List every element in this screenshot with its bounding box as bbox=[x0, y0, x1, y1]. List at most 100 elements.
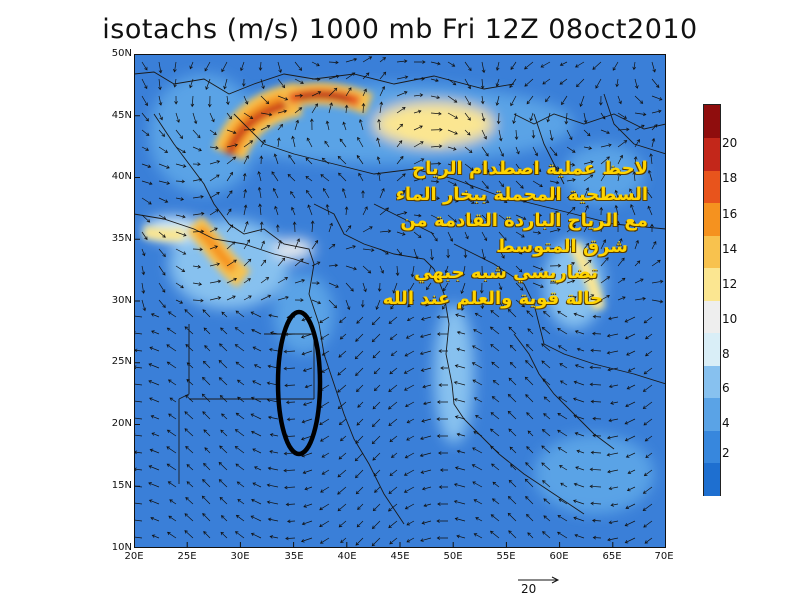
wind-arrow bbox=[627, 469, 636, 474]
colorbar-segment bbox=[704, 267, 720, 301]
wind-arrow bbox=[524, 478, 534, 488]
wind-arrow bbox=[408, 282, 415, 293]
wind-arrow bbox=[583, 129, 591, 137]
wind-arrow bbox=[447, 214, 457, 223]
wind-arrow bbox=[498, 163, 505, 172]
wind-arrow bbox=[579, 95, 585, 107]
wind-arrow bbox=[473, 397, 483, 403]
colorbar-label: 14 bbox=[722, 242, 738, 256]
wind-arrow bbox=[541, 343, 551, 352]
wind-arrow bbox=[439, 468, 448, 472]
wind-arrow bbox=[583, 277, 594, 284]
wind-arrow bbox=[583, 242, 590, 250]
wind-arrow bbox=[277, 257, 286, 267]
wind-arrow bbox=[542, 531, 551, 539]
wind-arrow bbox=[430, 179, 440, 184]
wind-arrow bbox=[294, 61, 303, 71]
wind-arrow bbox=[617, 112, 627, 119]
wind-arrow bbox=[134, 399, 143, 403]
wind-arrow bbox=[340, 537, 347, 544]
lat-tick-label: 10N bbox=[111, 542, 132, 553]
wind-arrow bbox=[218, 359, 228, 369]
wind-arrow bbox=[302, 401, 313, 406]
wind-arrow bbox=[221, 413, 228, 420]
wind-arrow bbox=[489, 428, 500, 437]
wind-arrow bbox=[203, 429, 211, 437]
wind-arrow bbox=[218, 461, 228, 471]
wind-arrow bbox=[192, 162, 201, 167]
lon-tick-label: 25E bbox=[177, 551, 197, 562]
wind-arrow bbox=[644, 537, 653, 544]
wind-arrow bbox=[361, 190, 365, 198]
wind-arrow bbox=[574, 432, 585, 437]
wind-arrow bbox=[430, 78, 439, 83]
wind-arrow bbox=[189, 78, 194, 89]
wind-arrow bbox=[192, 129, 201, 139]
wind-arrow bbox=[464, 61, 472, 72]
wind-arrow bbox=[456, 330, 466, 335]
wind-arrow bbox=[634, 78, 639, 89]
wind-arrow bbox=[362, 88, 367, 97]
wind-arrow bbox=[300, 333, 313, 339]
wind-arrow bbox=[491, 396, 500, 403]
wind-arrow bbox=[294, 258, 304, 267]
wind-arrow bbox=[624, 333, 636, 340]
wind-arrow bbox=[175, 214, 186, 219]
wind-arrow bbox=[345, 265, 357, 271]
wind-arrow bbox=[149, 346, 160, 352]
wind-arrow bbox=[472, 447, 483, 454]
wind-arrow bbox=[549, 211, 560, 216]
wind-arrow bbox=[643, 469, 653, 477]
wind-arrow bbox=[235, 361, 245, 369]
wind-arrow bbox=[566, 262, 576, 267]
wind-arrow bbox=[253, 466, 262, 471]
wind-arrow bbox=[542, 78, 551, 85]
wind-arrow bbox=[166, 361, 177, 369]
wind-arrow bbox=[617, 95, 622, 105]
wind-arrow bbox=[512, 112, 517, 124]
wind-arrow bbox=[405, 333, 415, 339]
wind-arrow bbox=[634, 139, 640, 148]
wind-arrow bbox=[166, 446, 177, 454]
wind-arrow bbox=[549, 194, 558, 199]
wind-arrow bbox=[149, 448, 160, 454]
wind-arrow bbox=[209, 174, 220, 182]
wind-arrow bbox=[387, 503, 398, 512]
wind-arrow bbox=[549, 263, 562, 268]
wind-arrow bbox=[454, 415, 466, 420]
wind-arrow bbox=[489, 530, 500, 539]
wind-arrow bbox=[236, 481, 245, 488]
wind-arrow bbox=[440, 366, 448, 370]
wind-arrow bbox=[490, 310, 500, 318]
wind-arrow bbox=[617, 140, 628, 148]
annotation-line: شرق المتوسط bbox=[496, 236, 628, 257]
wind-arrow bbox=[410, 265, 415, 278]
wind-arrow bbox=[589, 382, 602, 387]
lon-tick-label: 65E bbox=[602, 551, 622, 562]
wind-arrow bbox=[608, 316, 619, 321]
wind-arrow bbox=[260, 276, 270, 284]
wind-arrow bbox=[240, 61, 245, 72]
wind-arrow bbox=[557, 447, 568, 454]
wind-arrow bbox=[306, 137, 313, 148]
wind-arrow bbox=[284, 485, 296, 490]
wind-arrow bbox=[413, 141, 424, 148]
wind-arrow bbox=[150, 313, 160, 318]
wind-arrow bbox=[444, 265, 449, 274]
wind-arrow bbox=[472, 345, 483, 352]
wind-arrow bbox=[270, 331, 279, 335]
map-title: isotachs (m/s) 1000 mb Fri 12Z 08oct2010 bbox=[102, 14, 698, 45]
wind-arrow bbox=[337, 486, 347, 495]
wind-arrow bbox=[319, 316, 330, 323]
wind-arrow bbox=[141, 78, 148, 90]
wind-arrow bbox=[321, 469, 330, 475]
wind-arrow bbox=[376, 137, 381, 148]
wind-arrow bbox=[337, 384, 347, 393]
wind-arrow bbox=[617, 296, 626, 301]
wind-arrow bbox=[413, 213, 422, 218]
wind-arrow bbox=[624, 418, 636, 425]
colorbar-segment bbox=[704, 397, 720, 431]
wind-arrow bbox=[277, 277, 289, 284]
wind-arrow bbox=[209, 160, 221, 165]
wind-arrow bbox=[175, 248, 187, 255]
